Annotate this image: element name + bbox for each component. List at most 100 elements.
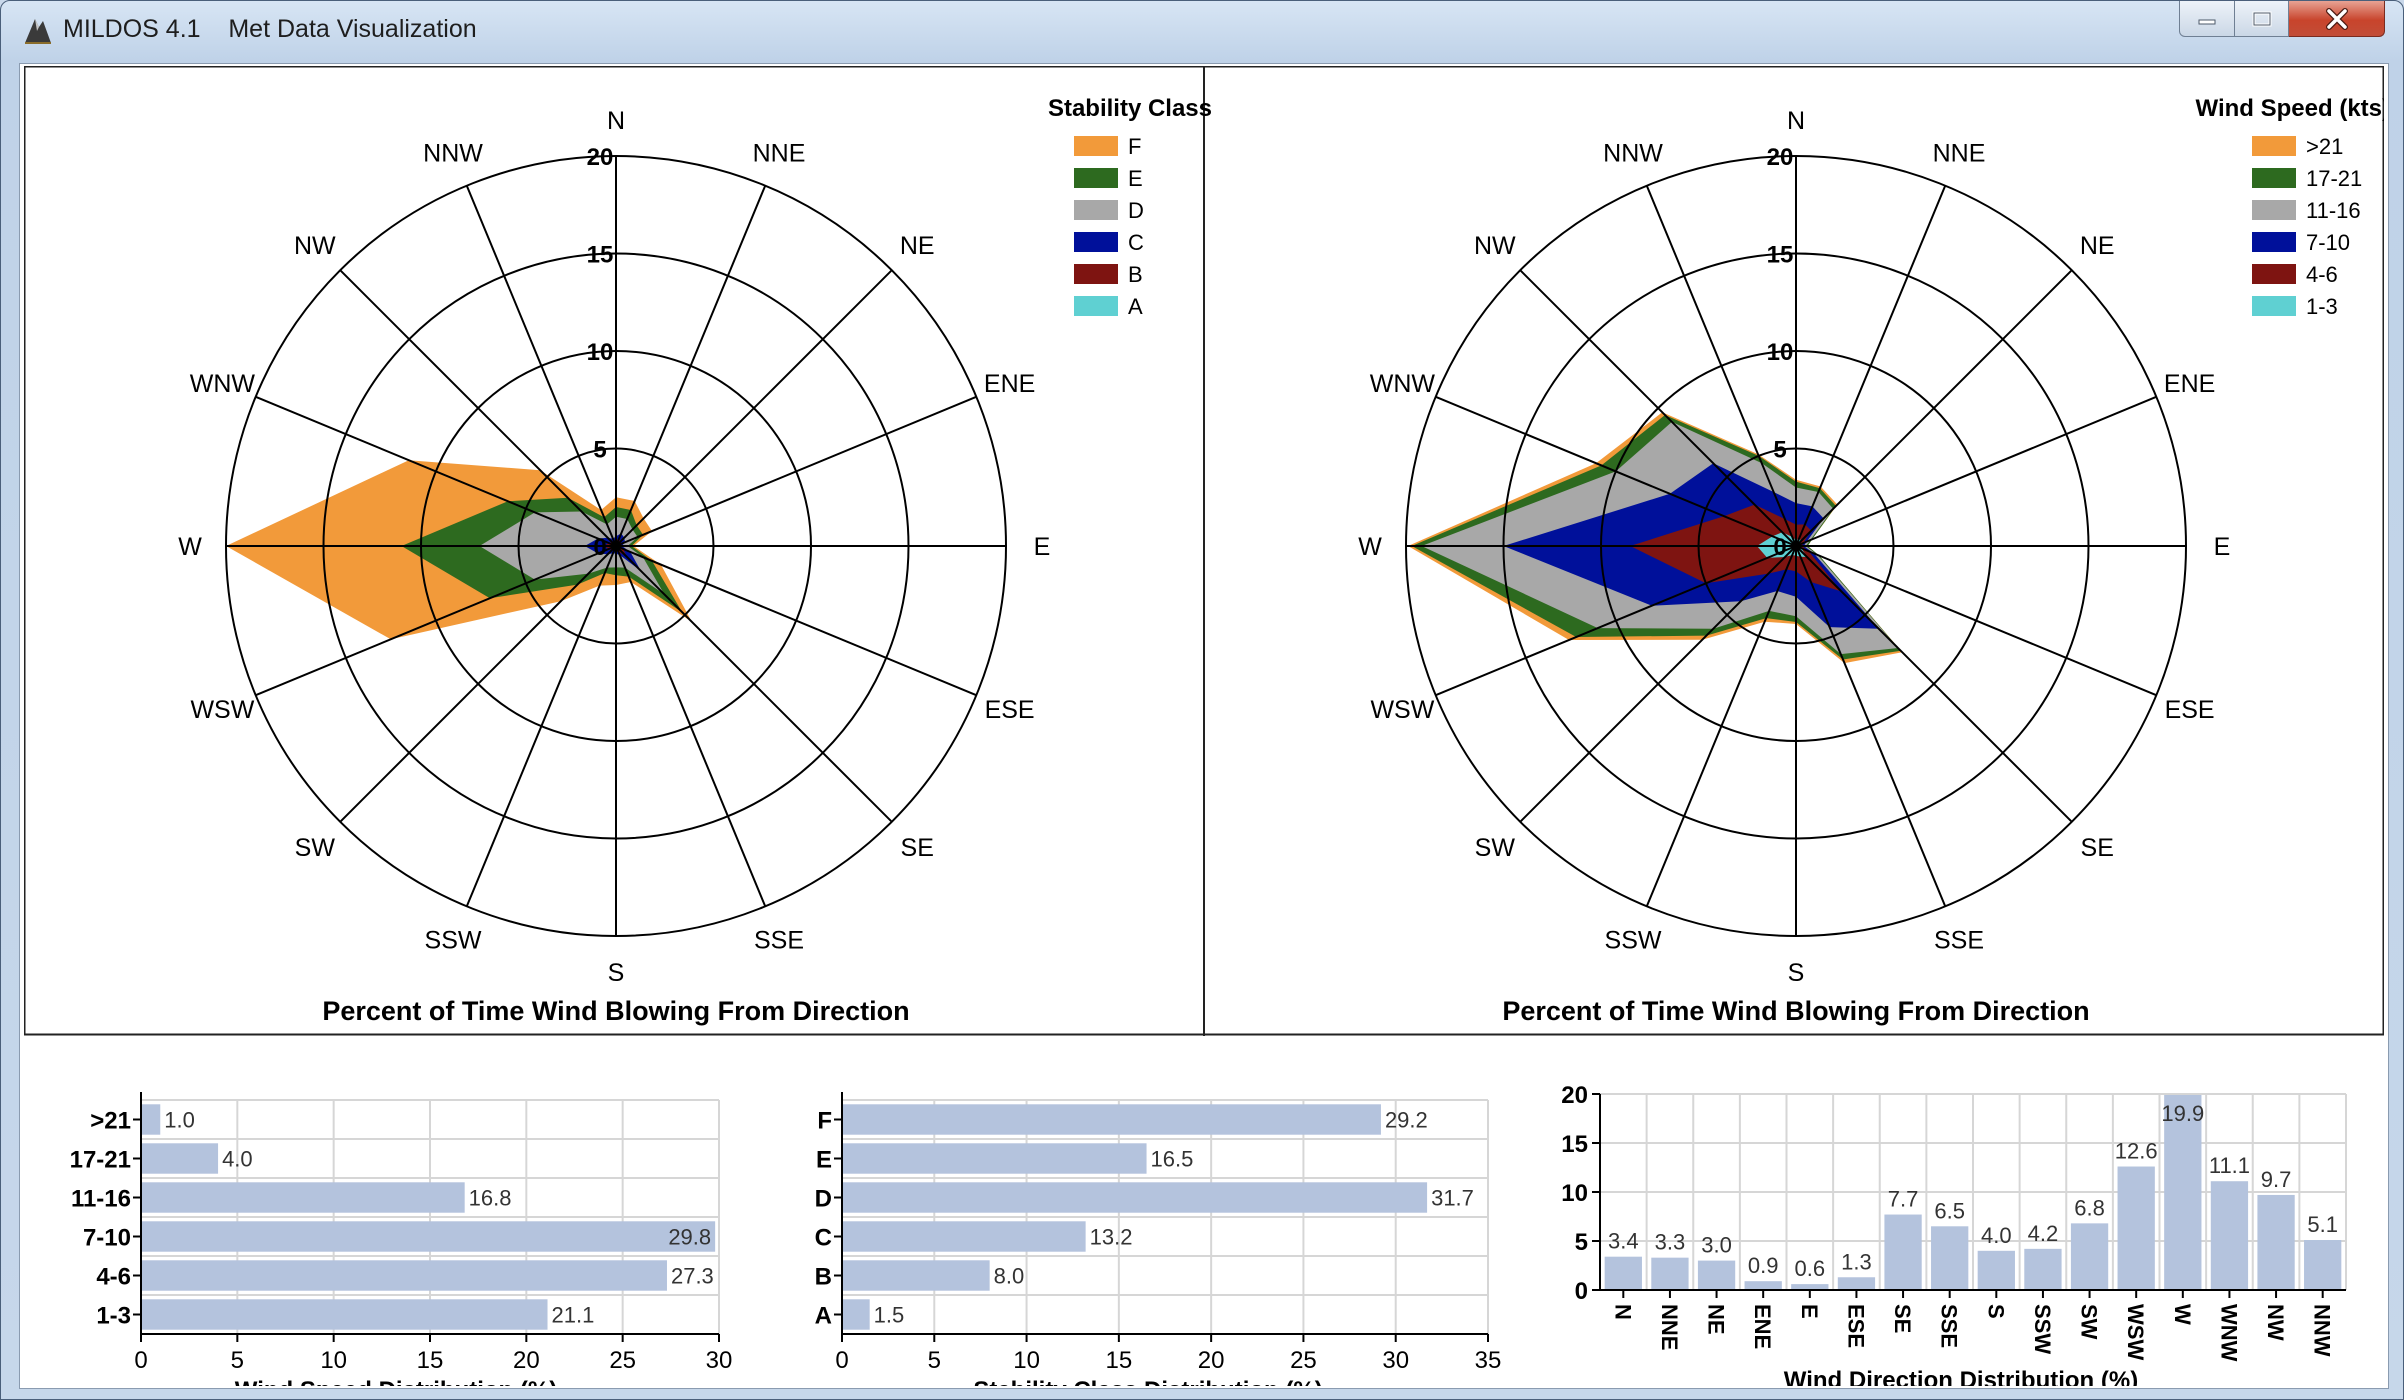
direction-dist-category-label: NNW bbox=[2310, 1304, 2335, 1357]
direction-dist-xlabel: Wind Direction Distribution (%) bbox=[1784, 1367, 2138, 1386]
close-button[interactable] bbox=[2289, 1, 2385, 37]
legend-title: Wind Speed (kts) bbox=[2196, 95, 2384, 122]
speed-dist-chart: 0 5 10 15 20 25 30 >21 1.0 17-21 4.0 11-16 16.8 7-10 2… bbox=[70, 1092, 732, 1386]
stability-rose-direction-label: SE bbox=[901, 834, 934, 862]
stability-rose-direction-label: SSW bbox=[425, 927, 482, 955]
stability-rose-spoke-nw bbox=[339, 269, 617, 547]
legend-label-17-21: 17-21 bbox=[2306, 166, 2362, 191]
speed-dist-category-label: >21 bbox=[90, 1108, 131, 1135]
direction-dist-data-label: 5.1 bbox=[2307, 1212, 2338, 1237]
maximize-icon bbox=[2252, 11, 2271, 26]
speed-rose-direction-label: WSW bbox=[1370, 696, 1434, 724]
speed-dist-bar-gt21 bbox=[142, 1104, 161, 1135]
direction-dist-bar-e bbox=[1791, 1284, 1829, 1289]
stability-rose-spoke-sw bbox=[339, 545, 617, 823]
direction-dist-bar-ene bbox=[1744, 1281, 1782, 1289]
legend-label-gt21: >21 bbox=[2306, 134, 2343, 159]
direction-dist-tick-label: 20 bbox=[1561, 1082, 1588, 1109]
window-controls bbox=[2179, 1, 2385, 41]
direction-dist-category-label: WSW bbox=[2123, 1304, 2148, 1360]
minimize-icon bbox=[2198, 19, 2216, 24]
direction-dist-tick-label: 15 bbox=[1561, 1131, 1588, 1158]
mildos-app-icon[interactable] bbox=[21, 13, 55, 47]
legend-label-7-10: 7-10 bbox=[2306, 230, 2350, 255]
direction-dist-data-label: 4.0 bbox=[1981, 1223, 2012, 1248]
legend-label-d: D bbox=[1128, 198, 1144, 223]
legend-label-4-6: 4-6 bbox=[2306, 262, 2338, 287]
stability-rose-spoke-nne bbox=[615, 185, 767, 547]
speed-rose-radial-tick-label: 20 bbox=[1767, 144, 1794, 171]
legend-swatch-f bbox=[1074, 136, 1118, 156]
stability-rose-direction-label: SW bbox=[295, 834, 336, 862]
stability-dist-xlabel: Stability Class Distribution (%) bbox=[973, 1377, 1322, 1386]
stability-dist-category-label: F bbox=[817, 1108, 832, 1135]
stability-dist-category-label: D bbox=[815, 1186, 832, 1213]
stability-rose-spoke-ssw bbox=[465, 545, 617, 907]
speed-dist-bar-1-3 bbox=[142, 1299, 548, 1330]
stability-dist-data-label: 16.5 bbox=[1151, 1147, 1194, 1172]
stability-dist-category-label: B bbox=[815, 1264, 832, 1291]
stability-dist-category-label: A bbox=[815, 1303, 832, 1330]
speed-dist-tick-label: 5 bbox=[231, 1347, 244, 1374]
direction-dist-data-label: 0.6 bbox=[1795, 1256, 1826, 1281]
direction-dist-category-label: W bbox=[2170, 1304, 2195, 1325]
stability-rose-direction-label: WNW bbox=[190, 370, 256, 398]
speed-dist-data-label: 29.8 bbox=[668, 1225, 711, 1250]
direction-dist-data-label: 1.3 bbox=[1841, 1249, 1872, 1274]
speed-rose-direction-label: SSW bbox=[1605, 927, 1662, 955]
speed-dist-tick-label: 0 bbox=[134, 1347, 147, 1374]
direction-dist-data-label: 7.7 bbox=[1888, 1187, 1919, 1212]
speed-rose-spoke-nne bbox=[1795, 185, 1947, 547]
speed-rose-xlabel: Percent of Time Wind Blowing From Direct… bbox=[1502, 996, 2089, 1026]
direction-dist-data-label: 12.6 bbox=[2115, 1139, 2158, 1164]
distribution-bar-charts: 0 5 10 15 20 25 30 >21 1.0 17-21 4.0 11-16 16.8 7-10 2… bbox=[70, 1082, 2347, 1386]
direction-dist-data-label: 11.1 bbox=[2209, 1153, 2250, 1178]
stability-rose-radial-tick-label: 5 bbox=[593, 437, 606, 464]
speed-rose-spoke-sse bbox=[1795, 545, 1947, 907]
speed-rose-direction-label: ENE bbox=[2164, 370, 2215, 398]
speed-rose-spoke-ese bbox=[1795, 545, 2157, 697]
stability-dist-tick-label: 0 bbox=[835, 1347, 848, 1374]
stability-dist-bar-c bbox=[843, 1221, 1086, 1252]
speed-dist-category-label: 1-3 bbox=[96, 1303, 131, 1330]
direction-dist-bar-n bbox=[1604, 1256, 1642, 1289]
speed-rose-direction-label: SW bbox=[1475, 834, 1516, 862]
speed-dist-tick-label: 10 bbox=[320, 1347, 347, 1374]
stability-rose-direction-label: ESE bbox=[985, 696, 1035, 724]
speed-rose-direction-label: S bbox=[1788, 959, 1805, 987]
direction-dist-tick-label: 10 bbox=[1561, 1180, 1588, 1207]
direction-dist-category-label: SW bbox=[2077, 1304, 2102, 1340]
legend-title: Stability Class bbox=[1048, 95, 1212, 122]
stability-rose-direction-label: ENE bbox=[984, 370, 1035, 398]
speed-rose-direction-label: SSE bbox=[1934, 927, 1984, 955]
stability-rose-spoke-ese bbox=[615, 545, 977, 697]
stability-rose-spoke-wsw bbox=[255, 545, 617, 697]
stability-rose-spoke-sse bbox=[615, 545, 767, 907]
speed-rose-direction-label: NE bbox=[2080, 232, 2115, 260]
direction-dist-bar-sse bbox=[1931, 1226, 1969, 1289]
legend-label-c: C bbox=[1128, 230, 1144, 255]
speed-dist-bar-4-6 bbox=[142, 1260, 667, 1291]
title-bar[interactable]: MILDOS 4.1 Met Data Visualization bbox=[1, 1, 2404, 57]
stability-rose-direction-label: S bbox=[608, 959, 625, 987]
direction-dist-data-label: 0.9 bbox=[1748, 1253, 1779, 1278]
minimize-button[interactable] bbox=[2179, 1, 2235, 37]
speed-rose-direction-label: N bbox=[1787, 107, 1805, 135]
direction-dist-tick-label: 0 bbox=[1575, 1278, 1588, 1305]
direction-dist-category-label: N bbox=[1610, 1304, 1635, 1320]
speed-rose-spoke-ene bbox=[1795, 395, 2157, 547]
direction-dist-data-label: 9.7 bbox=[2261, 1167, 2292, 1192]
stability-dist-bar-d bbox=[843, 1182, 1428, 1213]
window-title: MILDOS 4.1 Met Data Visualization bbox=[63, 15, 477, 44]
speed-rose-direction-label: W bbox=[1358, 533, 1382, 561]
speed-rose-direction-label: SE bbox=[2081, 834, 2114, 862]
maximize-button[interactable] bbox=[2235, 1, 2289, 37]
direction-dist-bar-w bbox=[2164, 1094, 2202, 1289]
direction-dist-category-label: WNW bbox=[2216, 1304, 2241, 1362]
stability-rose-xlabel: Percent of Time Wind Blowing From Direct… bbox=[322, 996, 909, 1026]
stability-rose-direction-label: N bbox=[607, 107, 625, 135]
stability-rose-direction-label: NNE bbox=[753, 139, 806, 167]
window-caption: Met Data Visualization bbox=[228, 15, 477, 43]
stability-dist-chart: 0 5 10 15 20 25 30 35 F 29.2 E 16.5 D 31.7 C 13.2 B 8.0 A 1… bbox=[815, 1092, 1501, 1386]
speed-rose-spoke-nw bbox=[1519, 269, 1797, 547]
